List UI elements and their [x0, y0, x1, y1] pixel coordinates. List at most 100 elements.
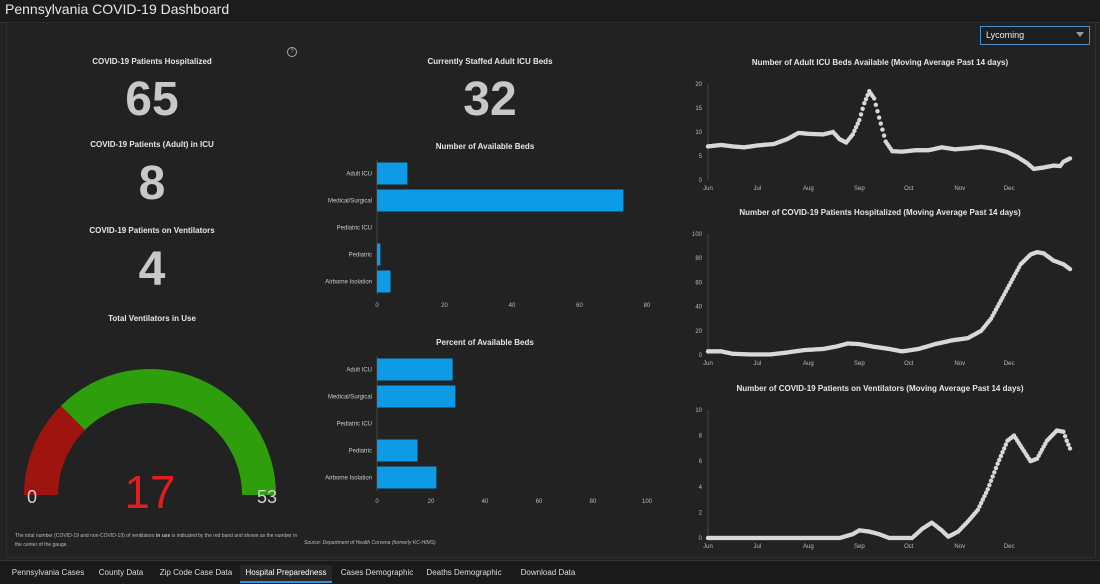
- bar: [377, 243, 381, 266]
- x-tick-label: 80: [590, 499, 597, 505]
- percent-available-beds-chart: Percent of Available Beds 0 20 40 60 80 100 Adu…: [325, 338, 653, 505]
- data-point: [997, 457, 1002, 463]
- x-tick-label: Aug: [803, 361, 814, 367]
- category-label: Adult ICU: [346, 368, 372, 374]
- y-tick-label: 100: [692, 232, 703, 238]
- available-beds-chart: Number of Available Beds 0 20 40 60 80 Adult I…: [325, 142, 651, 309]
- app-title: Pennsylvania COVID-19 Dashboard: [5, 1, 230, 17]
- data-point: [865, 93, 870, 98]
- ventilators-label: COVID-19 Patients on Ventilators: [89, 226, 215, 235]
- tab-county-data[interactable]: County Data: [98, 568, 144, 577]
- x-tick-label: Jun: [703, 544, 713, 550]
- chart-title: Number of Available Beds: [436, 142, 535, 151]
- x-tick-label: 20: [441, 303, 448, 309]
- category-label: Adult ICU: [346, 172, 372, 178]
- x-tick-label: Sep: [854, 544, 865, 550]
- bar: [377, 189, 624, 212]
- x-tick-label: Oct: [904, 544, 914, 550]
- ventilators-trend-chart: Number of COVID-19 Patients on Ventilato…: [695, 384, 1073, 550]
- tab-cases-demographic[interactable]: Cases Demographic: [340, 568, 414, 577]
- data-point: [980, 497, 985, 502]
- gauge-green-band: [60, 369, 277, 495]
- chevron-down-icon: [1076, 32, 1084, 37]
- tab-hospital-preparedness[interactable]: Hospital Preparedness: [240, 565, 332, 583]
- x-tick-label: Jun: [703, 361, 713, 367]
- data-point: [1067, 156, 1073, 161]
- data-point: [875, 109, 880, 114]
- gauge-note: The total number (COVID-19 and non-COVID…: [15, 532, 300, 550]
- x-tick-label: Oct: [904, 186, 914, 192]
- x-tick-label: 80: [644, 303, 651, 309]
- category-label: Medical/Surgical: [328, 199, 372, 205]
- icu-value: 8: [138, 157, 166, 210]
- x-tick-label: 100: [642, 499, 653, 505]
- category-label: Airborne Isolation: [325, 476, 372, 482]
- gauge-note-text: The total number (COVID-19 and non-COVID…: [15, 533, 156, 539]
- bar: [377, 162, 408, 185]
- data-point: [855, 121, 860, 126]
- hospitalized-trend-chart: Number of COVID-19 Patients Hospitalized…: [692, 208, 1073, 367]
- x-tick-label: Jul: [754, 186, 762, 192]
- county-select[interactable]: Lycoming: [980, 26, 1090, 45]
- source-note: Source: Department of Health Corvena (fo…: [304, 540, 436, 546]
- category-label: Pediatric ICU: [337, 226, 372, 232]
- data-point: [860, 106, 865, 111]
- data-point: [863, 97, 869, 102]
- data-point: [992, 470, 997, 475]
- data-point: [993, 465, 999, 471]
- data-point: [977, 504, 982, 509]
- x-tick-label: Jul: [754, 544, 762, 550]
- title-bar: Pennsylvania COVID-19 Dashboard: [0, 0, 1100, 23]
- gauge-min-label: 0: [27, 487, 37, 507]
- tab-pennsylvania-cases[interactable]: Pennsylvania Cases: [11, 568, 85, 577]
- y-tick-label: 0: [699, 353, 703, 359]
- data-point: [850, 132, 855, 137]
- y-tick-label: 0: [699, 178, 703, 184]
- chart-title: Number of Adult ICU Beds Available (Movi…: [752, 58, 1009, 67]
- help-icon[interactable]: ?: [287, 47, 297, 57]
- y-tick-label: 20: [695, 82, 702, 88]
- bar: [377, 385, 456, 408]
- data-point: [871, 96, 877, 101]
- data-point: [990, 474, 995, 479]
- x-tick-label: Oct: [904, 361, 914, 367]
- data-point: [1066, 442, 1071, 447]
- dashboard-panel: [6, 22, 1096, 558]
- x-tick-label: Sep: [854, 186, 865, 192]
- category-label: Pediatric: [349, 253, 372, 259]
- gauge-value: 17: [124, 466, 175, 518]
- data-point: [852, 128, 857, 133]
- category-label: Pediatric: [349, 449, 372, 455]
- data-point: [881, 133, 887, 138]
- tab-deaths-demographic[interactable]: Deaths Demographic: [426, 568, 502, 577]
- x-tick-label: Aug: [803, 544, 814, 550]
- category-label: Pediatric ICU: [337, 422, 372, 428]
- x-tick-label: 20: [428, 499, 435, 505]
- x-tick-label: Nov: [954, 186, 965, 192]
- data-point: [975, 507, 981, 513]
- data-point: [880, 127, 885, 132]
- data-point: [995, 461, 1000, 466]
- tab-zip-code-case-data[interactable]: Zip Code Case Data: [159, 568, 233, 577]
- x-tick-label: Jul: [754, 361, 762, 367]
- y-tick-label: 15: [695, 106, 702, 112]
- data-point: [1061, 429, 1066, 434]
- y-tick-label: 10: [695, 408, 702, 414]
- category-label: Medical/Surgical: [328, 395, 372, 401]
- data-point: [876, 115, 882, 120]
- tab-download-data[interactable]: Download Data: [520, 568, 576, 577]
- data-point: [1067, 446, 1073, 451]
- bar: [377, 270, 391, 293]
- x-tick-label: 60: [576, 303, 583, 309]
- chart-title: Number of COVID-19 Patients on Ventilato…: [736, 384, 1023, 393]
- chart-title: Percent of Available Beds: [436, 338, 534, 347]
- y-tick-label: 40: [695, 305, 702, 311]
- staffed-icu-value: 32: [463, 73, 517, 126]
- category-label: Airborne Isolation: [325, 280, 372, 286]
- y-tick-label: 0: [699, 536, 703, 542]
- data-point: [1003, 442, 1009, 447]
- x-tick-label: 40: [509, 303, 516, 309]
- x-tick-label: Dec: [1004, 186, 1015, 192]
- data-point: [978, 500, 984, 506]
- data-point: [983, 490, 989, 495]
